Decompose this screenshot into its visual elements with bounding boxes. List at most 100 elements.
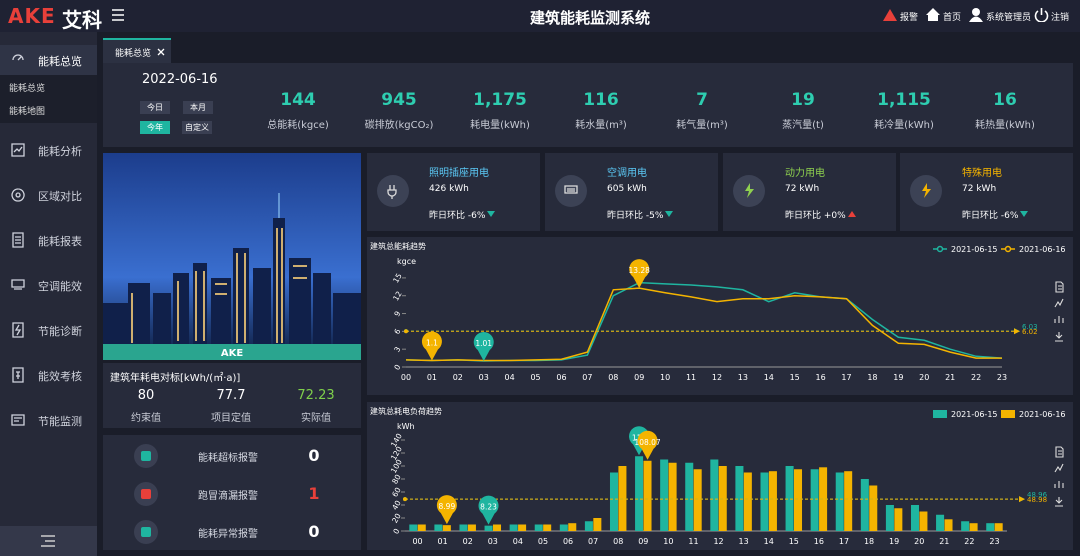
icon-shape — [12, 54, 24, 61]
legend-swatch[interactable] — [936, 245, 944, 253]
toolbox-icon[interactable] — [1054, 481, 1064, 488]
card-value-row: 426 kWh — [429, 184, 469, 194]
menu-item[interactable]: 区域对比 — [0, 180, 97, 210]
bar — [584, 521, 593, 531]
x-tick-label: 05 — [538, 537, 548, 546]
category-card[interactable]: 空调用电 605 kWh 昨日环比 -5% — [545, 153, 718, 231]
filter-button[interactable]: 本月 — [183, 101, 213, 114]
menu-item[interactable]: 节能诊断 — [0, 315, 97, 345]
x-tick-label: 08 — [613, 537, 623, 546]
card-value: 72 — [785, 184, 797, 194]
icon-shape — [11, 279, 25, 290]
x-tick-label: 11 — [686, 373, 696, 382]
card-icon — [910, 175, 942, 207]
value-pin — [629, 259, 650, 289]
header-action[interactable]: 报警 — [900, 13, 919, 23]
submenu-item[interactable]: 能耗地图 — [0, 99, 97, 121]
category-card[interactable]: 特殊用电 72 kWh 昨日环比 -6% — [900, 153, 1073, 231]
alarm-value[interactable]: 0 — [308, 522, 320, 541]
menu-toggle[interactable] — [110, 8, 126, 22]
x-tick-label: 14 — [764, 373, 774, 382]
bar — [459, 524, 468, 531]
toolbox-icon[interactable] — [1054, 298, 1064, 308]
benchmark-value: 80 — [137, 388, 155, 403]
legend-label[interactable]: 2021-06-16 — [1019, 410, 1066, 419]
arrow-shape — [487, 211, 496, 217]
filter-button[interactable]: 今日 — [140, 101, 170, 114]
menu-item[interactable]: 空调能效 — [0, 270, 97, 300]
submenu-label: 能耗总览 — [9, 84, 46, 94]
header-action[interactable]: 注销 — [1051, 13, 1070, 23]
legend-swatch[interactable] — [1001, 410, 1015, 418]
bar — [710, 459, 719, 531]
sidebar-footer[interactable] — [0, 526, 97, 556]
menu-item[interactable]: 能耗总览 — [0, 45, 97, 75]
card-change-row: 昨日环比 -6% — [429, 208, 496, 221]
icon-shape — [141, 489, 151, 499]
menu-label: 节能监测 — [38, 415, 82, 428]
icon-shape — [922, 183, 931, 198]
submenu-item[interactable]: 能耗总览 — [0, 76, 97, 98]
x-tick-label: 12 — [713, 537, 723, 546]
x-tick-label: 02 — [463, 537, 473, 546]
legend-label[interactable]: 2021-06-16 — [1019, 245, 1066, 254]
toolbox-icon[interactable] — [1055, 497, 1063, 507]
header-action[interactable]: 首页 — [943, 13, 962, 23]
metric-label: 耗热量(kWh) — [975, 120, 1035, 131]
menu-icon — [12, 322, 24, 338]
header-action[interactable]: 系统管理员 — [986, 13, 1032, 23]
legend-label[interactable]: 2021-06-15 — [951, 245, 998, 254]
legend-label[interactable]: 2021-06-15 — [951, 410, 998, 419]
alarm-value[interactable]: 1 — [308, 484, 320, 503]
toolbox-icon[interactable] — [1055, 332, 1063, 342]
toolbox-icon[interactable] — [1054, 316, 1064, 323]
category-card[interactable]: 照明插座用电 426 kWh 昨日环比 -6% — [367, 153, 540, 231]
series-line — [405, 281, 1003, 362]
category-card[interactable]: 动力用电 72 kWh 昨日环比 +0% — [723, 153, 896, 231]
tab-close[interactable] — [157, 48, 165, 56]
menu-item[interactable]: 节能监测 — [0, 405, 97, 435]
filter-button[interactable]: 自定义 — [182, 121, 212, 134]
legend-swatch[interactable] — [1004, 245, 1012, 253]
menu-label: 能耗分析 — [38, 145, 82, 158]
alarm-icon — [134, 520, 158, 544]
y-tick-label: 20 — [390, 512, 403, 525]
bar — [835, 472, 844, 531]
toolbox-icon[interactable] — [1055, 281, 1064, 293]
x-tick-label: 01 — [438, 537, 448, 546]
metric-value: 144 — [280, 90, 316, 110]
card-change-row: 昨日环比 -6% — [962, 208, 1029, 221]
pin-label: 8.23 — [480, 503, 497, 512]
icon-shape — [11, 414, 25, 426]
metric-label: 蒸汽量(t) — [782, 120, 824, 131]
x-tick-label: 09 — [634, 373, 644, 382]
metric-value: 1,175 — [473, 90, 527, 110]
metric-label: 耗电量(kWh) — [470, 120, 530, 131]
toolbox-icon[interactable] — [1055, 446, 1064, 458]
change-value: -6% — [467, 211, 486, 221]
alarm-value[interactable]: 0 — [308, 446, 320, 465]
menu-item[interactable]: 能效考核 — [0, 360, 97, 390]
alarm-panel: 能耗超标报警 0 跑冒滴漏报警 1 能耗异常报警 0 — [103, 435, 361, 550]
menu-item[interactable]: 能耗分析 — [0, 135, 97, 165]
header: AKE 艾科 建筑能耗监测系统 报警 首页 系统管理员 注销 — [0, 0, 1080, 32]
home-icon — [926, 8, 940, 21]
x-tick-label: 04 — [505, 373, 515, 382]
icon-shape — [387, 185, 397, 199]
toolbox-icon[interactable] — [1054, 463, 1064, 473]
tab[interactable]: 能耗总览 — [103, 38, 171, 64]
icon-shape — [12, 232, 24, 248]
x-tick-label: 17 — [841, 373, 851, 382]
change-arrow — [1020, 211, 1029, 217]
menu-item[interactable]: 能耗报表 — [0, 225, 97, 255]
y-axis-unit: kgce — [397, 257, 416, 266]
bar — [609, 472, 619, 531]
bar — [518, 524, 527, 531]
bar — [434, 524, 443, 531]
legend-swatch[interactable] — [933, 410, 947, 418]
average-start — [404, 329, 408, 334]
x-tick-label: 14 — [764, 537, 774, 546]
filter-button[interactable]: 今年 — [140, 121, 170, 134]
